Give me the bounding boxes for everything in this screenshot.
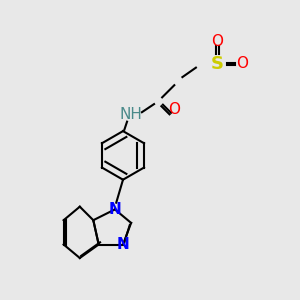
Text: O: O — [168, 102, 180, 117]
Text: O: O — [212, 34, 224, 50]
Text: N: N — [109, 202, 121, 217]
Text: NH: NH — [120, 107, 142, 122]
Text: S: S — [211, 55, 224, 73]
Text: N: N — [117, 237, 129, 252]
Text: O: O — [236, 56, 248, 71]
